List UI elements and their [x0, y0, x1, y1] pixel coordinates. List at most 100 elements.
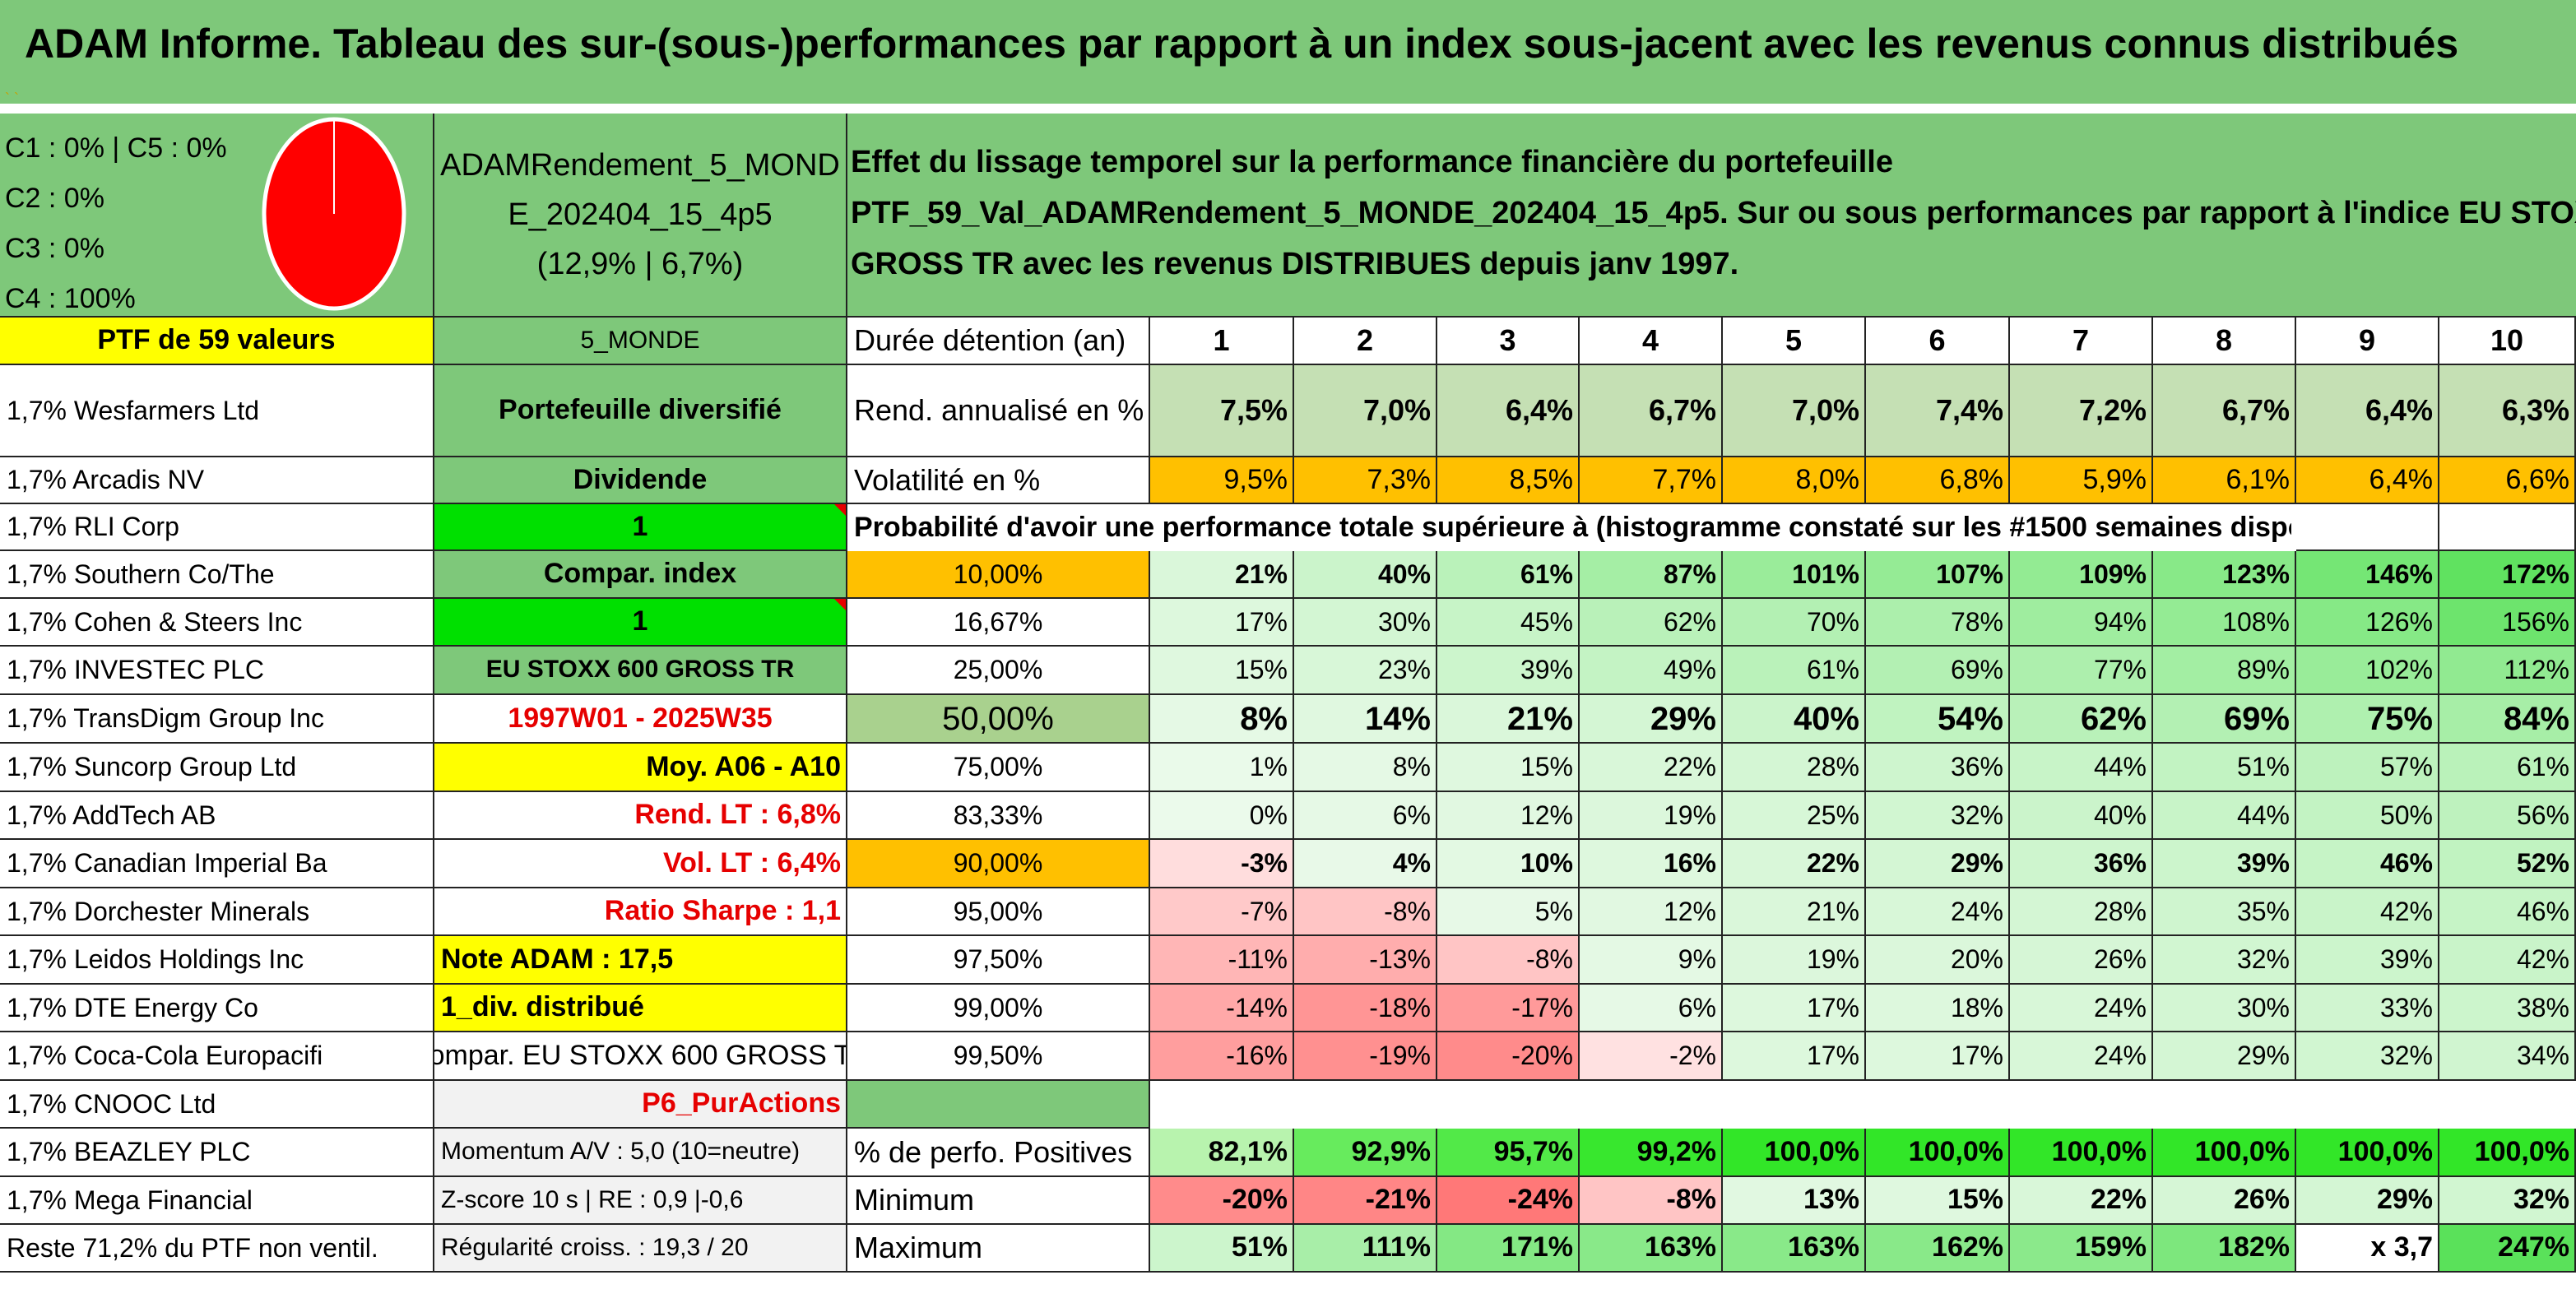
min-value: 32%	[2439, 1177, 2576, 1225]
holdings-header: PTF de 59 valeurs	[0, 318, 434, 365]
prob-value: 62%	[1580, 599, 1723, 647]
holding-row: 1,7% TransDigm Group Inc	[0, 695, 434, 744]
vol-value: 6,1%	[2153, 457, 2296, 504]
portfolio-returns: (12,9% | 6,7%)	[536, 247, 744, 281]
prob-value: 29%	[2153, 1032, 2296, 1081]
prob-value: 1%	[1150, 744, 1294, 792]
prob-value: 10%	[1437, 840, 1580, 888]
pos-value: 95,7%	[1437, 1129, 1580, 1177]
prob-value: 78%	[1866, 599, 2010, 647]
prob-value: 5%	[1437, 888, 1580, 936]
prob-value: 26%	[2010, 936, 2153, 985]
year-header: 6	[1866, 318, 2010, 365]
prob-value: -2%	[1580, 1032, 1723, 1081]
holding-row: 1,7% Canadian Imperial Ba	[0, 840, 434, 888]
pos-value: 100,0%	[1866, 1129, 2010, 1177]
prob-value: 24%	[1866, 888, 2010, 936]
min-value: 22%	[2010, 1177, 2153, 1225]
year-header: 5	[1723, 318, 1866, 365]
prob-value: 62%	[2010, 695, 2153, 744]
info-cell: 1	[434, 504, 847, 551]
year-header: 1	[1150, 318, 1294, 365]
blank-cell	[2439, 504, 2576, 551]
prob-value: 29%	[1580, 695, 1723, 744]
prob-value: -17%	[1437, 985, 1580, 1032]
pie-chart	[262, 117, 406, 311]
max-value: 159%	[2010, 1225, 2153, 1273]
info-cell: EU STOXX 600 GROSS TR	[434, 647, 847, 695]
prob-value: 40%	[1723, 695, 1866, 744]
prob-value: 46%	[2439, 888, 2576, 936]
min-label: Minimum	[847, 1177, 1150, 1225]
holding-row: 1,7% Arcadis NV	[0, 457, 434, 504]
prob-value: -19%	[1294, 1032, 1437, 1081]
max-value: 247%	[2439, 1225, 2576, 1273]
summary-line: C4 : 100%	[5, 283, 136, 314]
holding-row: 1,7% BEAZLEY PLC	[0, 1129, 434, 1177]
info-cell: Portefeuille diversifié	[434, 365, 847, 457]
info-cell: Moy. A06 - A10	[434, 744, 847, 792]
prob-value: 101%	[1723, 551, 1866, 599]
vol-value: 8,5%	[1437, 457, 1580, 504]
year-header: 10	[2439, 318, 2576, 365]
vol-value: 7,7%	[1580, 457, 1723, 504]
pos-value: 82,1%	[1150, 1129, 1294, 1177]
prob-value: 49%	[1580, 647, 1723, 695]
rend-value: 7,0%	[1723, 365, 1866, 457]
prob-value: 44%	[2153, 792, 2296, 840]
prob-value: 42%	[2439, 936, 2576, 985]
prob-value: 36%	[1866, 744, 2010, 792]
prob-value: 39%	[1437, 647, 1580, 695]
max-value: 163%	[1723, 1225, 1866, 1273]
prob-value: 52%	[2439, 840, 2576, 888]
info-cell: 1997W01 - 2025W35	[434, 695, 847, 744]
holding-row: 1,7% Suncorp Group Ltd	[0, 744, 434, 792]
prob-value: -14%	[1150, 985, 1294, 1032]
prob-value: 89%	[2153, 647, 2296, 695]
prob-value: 69%	[1866, 647, 2010, 695]
prob-threshold: 10,00%	[847, 551, 1150, 599]
prob-value: 28%	[1723, 744, 1866, 792]
prob-value: 57%	[2296, 744, 2439, 792]
holding-row: 1,7% Wesfarmers Ltd	[0, 365, 434, 457]
prob-threshold: 90,00%	[847, 840, 1150, 888]
prob-value: 29%	[1866, 840, 2010, 888]
summary-line: C2 : 0%	[5, 183, 104, 214]
holding-row: 1,7% Coca-Cola Europacifi	[0, 1032, 434, 1081]
prob-value: 42%	[2296, 888, 2439, 936]
min-value: -8%	[1580, 1177, 1723, 1225]
prob-value: 17%	[1866, 1032, 2010, 1081]
summary-line: C1 : 0% | C5 : 0%	[5, 132, 227, 164]
prob-value: 38%	[2439, 985, 2576, 1032]
vol-label: Volatilité en %	[847, 457, 1150, 504]
year-header: 7	[2010, 318, 2153, 365]
vol-value: 9,5%	[1150, 457, 1294, 504]
vol-value: 6,4%	[2296, 457, 2439, 504]
pos-value: 99,2%	[1580, 1129, 1723, 1177]
prob-value: 102%	[2296, 647, 2439, 695]
info-cell: 5_MONDE	[434, 318, 847, 365]
info-cell: 1_div. distribué	[434, 985, 847, 1032]
prob-value: 21%	[1437, 695, 1580, 744]
rend-label: Rend. annualisé en %	[847, 365, 1150, 457]
prob-value: 16%	[1580, 840, 1723, 888]
rend-value: 7,5%	[1150, 365, 1294, 457]
prob-value: 17%	[1150, 599, 1294, 647]
title-bar: ADAM Informe. Tableau des sur-(sous-)per…	[0, 0, 2576, 107]
prob-value: 17%	[1723, 1032, 1866, 1081]
year-header: 2	[1294, 318, 1437, 365]
prob-value: 61%	[1723, 647, 1866, 695]
prob-threshold: 50,00%	[847, 695, 1150, 744]
description-line: Effet du lissage temporel sur la perform…	[851, 145, 1893, 179]
prob-value: 75%	[2296, 695, 2439, 744]
prob-value: 109%	[2010, 551, 2153, 599]
prob-value: 70%	[1723, 599, 1866, 647]
prob-value: 69%	[2153, 695, 2296, 744]
prob-value: -8%	[1294, 888, 1437, 936]
year-header: 9	[2296, 318, 2439, 365]
prob-value: 25%	[1723, 792, 1866, 840]
pos-value: 92,9%	[1294, 1129, 1437, 1177]
prob-value: 39%	[2296, 936, 2439, 985]
prob-value: 9%	[1580, 936, 1723, 985]
